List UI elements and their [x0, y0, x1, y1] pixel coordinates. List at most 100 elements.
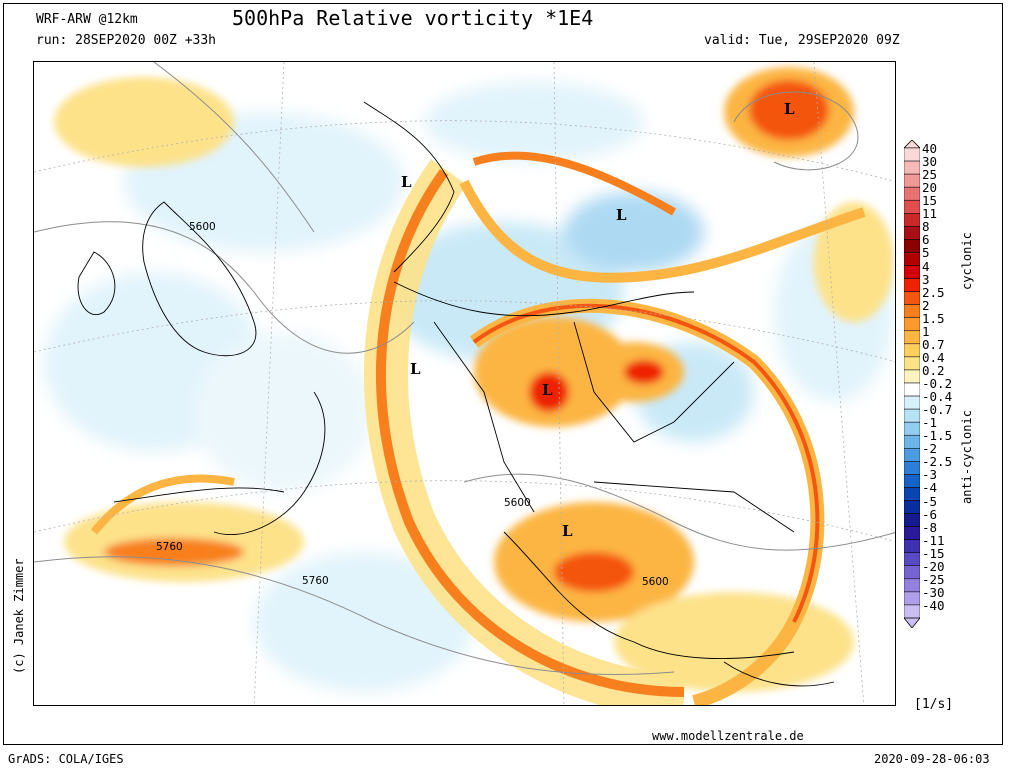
figure-frame — [3, 3, 1003, 745]
colorbar-swatch — [904, 604, 920, 619]
colorbar-swatch — [904, 448, 920, 462]
colorbar-swatch — [904, 487, 920, 501]
colorbar-swatch — [904, 408, 920, 423]
colorbar-swatch — [904, 239, 920, 253]
colorbar-swatch — [904, 317, 920, 332]
low-marker: L — [542, 381, 553, 399]
cyclonic-label: cyclonic — [960, 232, 974, 290]
colorbar-swatch — [904, 186, 920, 201]
colorbar-tick-label: 15 — [922, 193, 938, 209]
pressure-markers: L L L L L L — [401, 100, 795, 540]
colorbar-tick-label: 3 — [922, 271, 930, 287]
colorbar-tick-label: -30 — [922, 584, 945, 600]
colorbar-swatch — [904, 434, 920, 449]
software-credit: GrADS: COLA/IGES — [8, 752, 124, 766]
colorbar-swatch — [904, 343, 920, 358]
coastlines — [77, 101, 835, 687]
colorbar-tick-label: -0.2 — [922, 376, 953, 391]
colorbar-swatch — [904, 539, 920, 553]
colorbar-tick-label: -3 — [922, 467, 938, 483]
colorbar-tick-label: -2.5 — [922, 454, 953, 470]
colorbar-swatch — [904, 199, 920, 214]
low-marker: L — [401, 173, 412, 191]
colorbar-swatch — [904, 160, 920, 175]
valid-time-label: valid: Tue, 29SEP2020 09Z — [704, 33, 900, 48]
map-canvas: L L L L L L 5600 5760 5760 5600 5600 — [34, 62, 895, 705]
colorbar-tick-label: 0.2 — [922, 362, 945, 378]
colorbar-swatch — [904, 173, 920, 188]
colorbar-tick-label: -6 — [922, 506, 938, 522]
colorbar-tick-label: -15 — [922, 545, 945, 561]
colorbar-swatch — [904, 461, 920, 475]
colorbar-tick-label: 4 — [922, 258, 930, 274]
colorbar-tick-label: 1.5 — [922, 310, 945, 326]
colorbar-swatch — [904, 147, 920, 162]
colorbar-tick-label: -4 — [922, 480, 938, 496]
colorbar-tick-label: 30 — [922, 154, 938, 170]
colorbar-swatch — [904, 395, 920, 410]
colorbar-swatch — [904, 265, 920, 279]
colorbar-swatch — [904, 578, 920, 593]
colorbar-tick-label: 11 — [922, 206, 938, 222]
timestamp-label: 2020-09-28-06:03 — [874, 752, 990, 766]
colorbar-swatch — [904, 421, 920, 436]
low-marker: L — [562, 522, 573, 540]
low-marker: L — [784, 100, 795, 118]
colorbar-tick-label: -11 — [922, 532, 945, 548]
colorbar-swatch — [904, 369, 920, 384]
height-label: 5760 — [156, 541, 183, 553]
height-label: 5600 — [189, 221, 216, 233]
run-label: run: 28SEP2020 00Z +33h — [36, 33, 217, 48]
colorbar-swatch — [904, 213, 920, 227]
colorbar-tick-label: 2.5 — [922, 284, 945, 300]
height-label: 5600 — [642, 576, 669, 588]
units-label: [1/s] — [914, 697, 954, 712]
colorbar-swatch — [904, 552, 920, 567]
colorbar-tick-label: 40 — [922, 141, 938, 156]
colorbar-swatch — [904, 500, 920, 514]
height-label: 5760 — [302, 575, 329, 587]
colorbar-tick-label: -8 — [922, 519, 938, 535]
colorbar-swatch — [904, 291, 920, 305]
colorbar-tick-label: 20 — [922, 180, 938, 196]
colorbar-tick-label: 8 — [922, 219, 930, 235]
colorbar-swatch — [904, 591, 920, 606]
colorbar-swatch — [904, 565, 920, 580]
anticyclonic-label: anti-cyclonic — [960, 410, 974, 504]
geopotential-contours — [34, 62, 895, 676]
model-label: WRF-ARW @12km — [36, 12, 138, 27]
colorbar-swatch — [904, 474, 920, 488]
website-label: www.modellzentrale.de — [652, 729, 804, 743]
low-marker: L — [410, 360, 421, 378]
colorbar-tick-label: 6 — [922, 232, 930, 248]
vorticity-bands — [90, 151, 866, 705]
colorbar-tick-label: -0.7 — [922, 402, 953, 418]
colorbar-tick-label: 25 — [922, 167, 938, 183]
copyright-label: (c) Janek Zimmer — [12, 558, 26, 674]
colorbar-swatch — [904, 252, 920, 266]
colorbar-swatch — [904, 382, 920, 397]
colorbar-tick-label: -40 — [922, 597, 945, 613]
vorticity-map: L L L L L L 5600 5760 5760 5600 5600 — [33, 61, 896, 706]
height-labels: 5600 5760 5760 5600 5600 — [156, 221, 669, 588]
colorbar-swatch — [904, 513, 920, 527]
colorbar-tick-label: -1 — [922, 415, 938, 431]
colorbar-bottom-arrow — [904, 617, 920, 628]
colorbar-swatch — [904, 304, 920, 318]
cyclonic-field — [54, 67, 894, 692]
colorbar-tick-label: 5 — [922, 245, 930, 261]
colorbar-tick-label: 0.7 — [922, 336, 945, 352]
colorbar-swatch — [904, 356, 920, 371]
chart-title: 500hPa Relative vorticity *1E4 — [232, 6, 594, 30]
colorbar-tick-label: 2 — [922, 297, 930, 313]
colorbar-swatch — [904, 526, 920, 540]
colorbar-tick-label: -2 — [922, 441, 938, 457]
colorbar-tick-label: -1.5 — [922, 428, 953, 444]
colorbar-swatch — [904, 226, 920, 240]
colorbar — [904, 140, 920, 628]
graticule — [34, 62, 895, 705]
colorbar-tick-label: -20 — [922, 558, 945, 574]
colorbar-tick-label: -25 — [922, 571, 945, 587]
colorbar-tick-label: -5 — [922, 493, 938, 509]
low-marker: L — [616, 206, 627, 224]
